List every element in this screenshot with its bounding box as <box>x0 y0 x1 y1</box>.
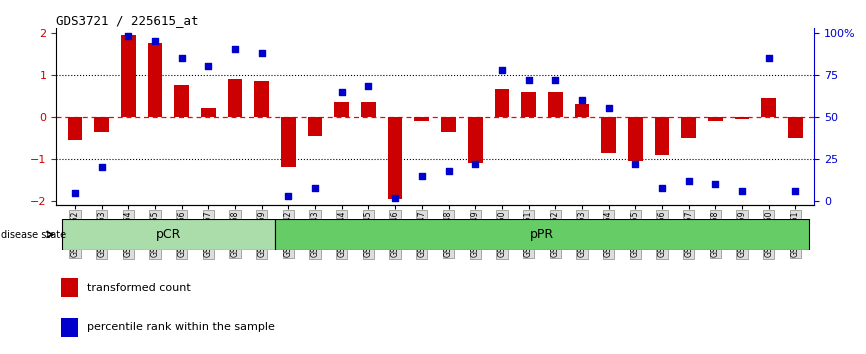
Bar <box>761 98 776 117</box>
Point <box>655 185 669 190</box>
Bar <box>201 108 216 117</box>
Bar <box>734 117 749 119</box>
Bar <box>228 79 242 117</box>
Bar <box>388 117 403 199</box>
Bar <box>628 117 643 161</box>
Bar <box>494 90 509 117</box>
Bar <box>68 117 82 140</box>
Point <box>68 190 82 195</box>
Bar <box>788 117 803 138</box>
Bar <box>255 81 269 117</box>
Bar <box>94 117 109 132</box>
Bar <box>334 102 349 117</box>
Text: transformed count: transformed count <box>87 282 191 293</box>
Point <box>735 188 749 194</box>
Bar <box>441 117 456 132</box>
Bar <box>148 43 162 117</box>
Point <box>495 67 509 73</box>
Point <box>788 188 802 194</box>
Point <box>335 89 349 95</box>
Bar <box>61 318 78 337</box>
Point <box>228 47 242 52</box>
Bar <box>468 117 482 163</box>
Bar <box>174 85 189 117</box>
Bar <box>361 102 376 117</box>
Point <box>442 168 456 173</box>
Point <box>361 84 375 89</box>
Text: GDS3721 / 225615_at: GDS3721 / 225615_at <box>56 14 199 27</box>
Bar <box>415 117 430 121</box>
Point <box>575 97 589 103</box>
Bar <box>708 117 722 121</box>
Bar <box>548 92 563 117</box>
Bar <box>61 219 275 250</box>
Point <box>548 77 562 82</box>
Point <box>629 161 643 167</box>
Point <box>255 50 268 56</box>
Point <box>308 185 322 190</box>
Point <box>415 173 429 179</box>
Point <box>521 77 535 82</box>
Bar <box>275 219 809 250</box>
Point <box>281 193 295 199</box>
Point <box>469 161 482 167</box>
Point <box>148 38 162 44</box>
Bar <box>121 35 136 117</box>
Bar <box>574 104 589 117</box>
Text: pPR: pPR <box>530 228 554 241</box>
Point <box>708 181 722 187</box>
Bar <box>521 92 536 117</box>
Point <box>602 105 616 111</box>
Text: disease state: disease state <box>1 230 66 240</box>
Point <box>682 178 695 184</box>
Bar <box>682 117 696 138</box>
Bar <box>281 117 296 167</box>
Point <box>202 63 216 69</box>
Bar <box>307 117 322 136</box>
Bar <box>601 117 616 153</box>
Point <box>762 55 776 61</box>
Bar <box>61 278 78 297</box>
Point <box>121 33 135 39</box>
Point <box>388 195 402 201</box>
Point <box>175 55 189 61</box>
Bar <box>655 117 669 155</box>
Point <box>94 165 108 170</box>
Text: pCR: pCR <box>156 228 181 241</box>
Text: percentile rank within the sample: percentile rank within the sample <box>87 322 275 332</box>
